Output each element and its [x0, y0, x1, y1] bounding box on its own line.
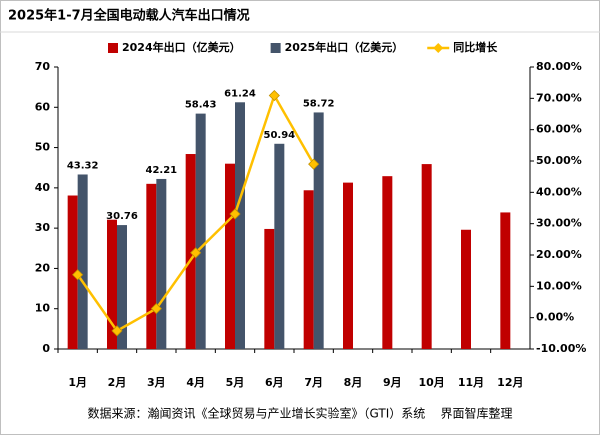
line-marker	[111, 325, 123, 337]
value-label: 30.76	[106, 211, 138, 222]
line-marker	[72, 269, 84, 281]
bar	[117, 225, 127, 349]
bar	[421, 164, 432, 349]
y2-tick-label: 70.00%	[536, 91, 582, 104]
bar	[235, 102, 245, 349]
bar	[195, 113, 206, 350]
x-tick-label: 8月	[344, 376, 363, 389]
bar	[313, 112, 324, 349]
bar	[461, 229, 471, 349]
legend-swatch	[108, 43, 118, 53]
x-tick-label: 9月	[383, 376, 402, 389]
y2-tick-label: 50.00%	[536, 154, 582, 167]
y-tick-label: 70	[35, 60, 51, 73]
y-tick-label: 10	[35, 302, 51, 315]
line-marker	[190, 247, 202, 259]
x-tick-label: 4月	[186, 376, 205, 389]
bar	[67, 195, 78, 349]
bar	[146, 183, 157, 349]
y-tick-label: 30	[35, 221, 51, 234]
x-tick-label: 6月	[265, 376, 284, 389]
x-tick-label: 10月	[419, 376, 445, 389]
y2-tick-label: 60.00%	[536, 123, 582, 136]
value-label: 42.21	[146, 165, 178, 176]
bar	[303, 190, 314, 349]
line-marker	[229, 208, 241, 220]
x-tick-label: 5月	[226, 376, 245, 389]
y2-tick-label: 10.00%	[536, 279, 582, 292]
line-marker	[150, 303, 162, 315]
bar	[156, 178, 167, 349]
bar	[77, 174, 88, 349]
value-label: 58.43	[185, 100, 217, 111]
x-tick-label: 11月	[458, 376, 484, 389]
line-marker	[308, 158, 320, 170]
value-label: 61.24	[224, 88, 256, 99]
y-tick-label: 40	[35, 181, 51, 194]
y2-tick-label: -10.00%	[536, 342, 586, 355]
value-label: 43.32	[67, 160, 99, 171]
legend-swatch	[270, 43, 281, 53]
x-tick-label: 7月	[304, 376, 323, 389]
y2-tick-label: 40.00%	[536, 185, 582, 198]
y2-tick-label: 20.00%	[536, 248, 582, 261]
y-tick-label: 20	[35, 261, 51, 274]
bar	[343, 182, 353, 349]
value-label: 50.94	[264, 130, 296, 141]
legend-marker	[433, 43, 444, 53]
bar	[185, 154, 196, 349]
y2-tick-label: 0.00%	[536, 311, 574, 324]
line-marker	[268, 89, 280, 102]
y2-tick-label: 30.00%	[536, 217, 582, 230]
bar	[274, 143, 285, 349]
legend-label: 2024年出口（亿美元）	[122, 40, 241, 54]
bar	[500, 212, 511, 349]
y-tick-label: 50	[35, 141, 51, 154]
y-tick-label: 60	[35, 100, 51, 113]
bar	[225, 163, 235, 349]
legend-label: 同比增长	[453, 40, 498, 54]
bar	[382, 176, 393, 349]
x-tick-label: 12月	[497, 376, 523, 389]
y2-tick-label: 80.00%	[536, 60, 582, 73]
bar	[264, 228, 275, 349]
y-tick-label: 0	[42, 342, 50, 355]
x-tick-label: 2月	[108, 376, 127, 389]
x-tick-label: 1月	[68, 376, 87, 389]
value-label: 58.72	[303, 98, 335, 109]
chart-title: 2025年1-7月全国电动载人汽车出口情况	[8, 8, 250, 24]
legend-label: 2025年出口（亿美元）	[285, 40, 404, 54]
bar	[107, 219, 117, 349]
x-tick-label: 3月	[147, 376, 166, 389]
source: 数据来源：瀚闻资讯《全球贸易与产业增长实验室》（GTI）系统 界面智库整理	[87, 406, 512, 421]
